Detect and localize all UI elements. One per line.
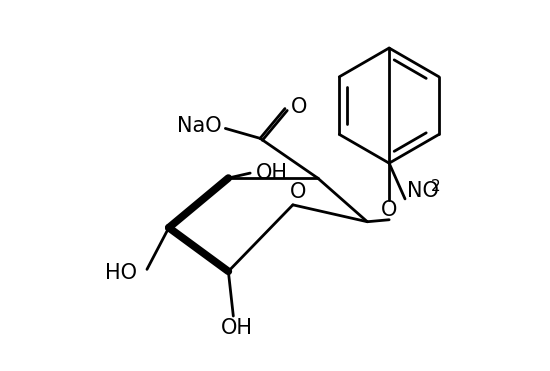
Text: OH: OH xyxy=(221,318,254,338)
Text: O: O xyxy=(381,200,397,220)
Text: HO: HO xyxy=(105,263,137,283)
Text: 2: 2 xyxy=(431,180,441,194)
Text: NaO: NaO xyxy=(177,116,222,137)
Text: NO: NO xyxy=(407,181,439,201)
Text: O: O xyxy=(290,96,307,116)
Text: O: O xyxy=(290,182,306,202)
Text: OH: OH xyxy=(256,163,288,183)
